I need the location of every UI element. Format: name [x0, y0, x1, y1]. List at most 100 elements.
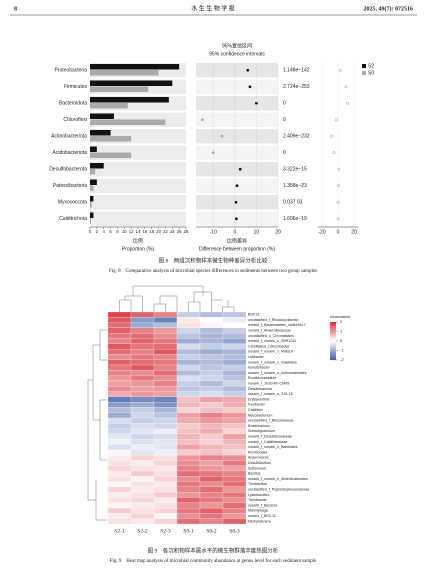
- legend-tick-label: -2: [340, 357, 344, 362]
- bar: [90, 119, 166, 125]
- row-label: BSV13: [248, 313, 259, 317]
- heat-cell: [222, 465, 247, 472]
- x-tick-label: 22: [163, 229, 168, 234]
- heat-cell: [130, 486, 155, 493]
- heat-cell: [199, 492, 224, 498]
- row-label: norank_f_norank_o_SJA-15: [248, 392, 293, 396]
- heat-cell: [107, 317, 132, 323]
- heat-cell: [199, 343, 224, 350]
- p-value: 2.724e−253: [283, 84, 310, 90]
- heat-cell: [176, 338, 201, 344]
- bar: [90, 218, 92, 224]
- colorbar-step: [330, 335, 336, 338]
- heat-cell: [199, 333, 224, 339]
- heat-cell: [153, 508, 178, 514]
- p-value: 0: [283, 117, 286, 123]
- x-tick-label: 20: [156, 229, 161, 234]
- row-label: Desulfosarcina: [248, 387, 272, 391]
- heat-cell: [199, 470, 224, 477]
- heat-cell: [222, 322, 247, 329]
- heat-cell: [176, 417, 201, 424]
- heat-cell: [222, 391, 247, 397]
- heat-cell: [176, 492, 201, 498]
- heat-cell: [107, 439, 132, 445]
- heat-cell: [107, 444, 132, 450]
- bar: [90, 64, 180, 70]
- x-tick-label: 18: [149, 229, 154, 234]
- heat-cell: [130, 396, 155, 403]
- column-label: S2-1: [114, 528, 125, 534]
- heat-cell: [176, 460, 201, 466]
- ci-point: [255, 101, 258, 105]
- colorbar-step: [330, 356, 336, 359]
- heat-cell: [222, 423, 247, 429]
- row-label: Romboutsia: [248, 450, 267, 454]
- diff-point: [336, 200, 340, 204]
- heat-cell: [199, 364, 224, 371]
- heat-cell: [130, 518, 155, 525]
- row-label: unclassified_f_Rhizobiaceae: [248, 419, 294, 423]
- heat-cell: [222, 333, 247, 339]
- row-band: [196, 129, 278, 144]
- row-label: Bacillus: [248, 472, 261, 476]
- heat-cell: [222, 428, 247, 435]
- x-tick-label: 24: [170, 229, 175, 234]
- heat-cell: [130, 502, 155, 509]
- bar: [90, 179, 97, 185]
- heat-cell: [199, 465, 224, 472]
- heat-cell: [176, 428, 201, 435]
- column-label: S0-2: [206, 528, 217, 534]
- ci-x-label: Difference between proportion (%): [199, 246, 275, 252]
- diff-point: [336, 184, 340, 188]
- heat-cell: [107, 370, 132, 376]
- colorbar-step: [330, 358, 336, 361]
- heat-cell: [130, 439, 155, 445]
- heat-cell: [107, 428, 132, 435]
- heat-cell: [176, 359, 201, 366]
- heat-cell: [199, 481, 224, 488]
- heat-cell: [107, 338, 132, 344]
- heat-cell: [130, 455, 155, 461]
- x-tick-label: 20: [275, 229, 281, 235]
- heat-cell: [153, 343, 178, 350]
- colorbar-step: [330, 333, 336, 336]
- heat-cell: [176, 444, 201, 450]
- legend-swatch: [362, 71, 366, 75]
- heat-cell: [199, 396, 224, 403]
- heat-cell: [199, 402, 224, 408]
- colorbar-step: [330, 352, 336, 355]
- heat-cell: [199, 375, 224, 382]
- colorbar-step: [330, 337, 336, 340]
- bar: [90, 103, 128, 109]
- row-label: Caldithrix: [248, 408, 263, 412]
- heat-cell: [199, 508, 224, 514]
- heat-cell: [199, 497, 224, 503]
- heat-cell: [107, 502, 132, 509]
- row-label: Thiobacillus: [248, 482, 267, 486]
- heat-cell: [199, 502, 224, 509]
- heat-cell: [130, 423, 155, 429]
- heat-cell: [176, 502, 201, 509]
- row-label: unclassified_f_Peptostreptococcaceae: [248, 488, 309, 492]
- heat-cell: [153, 433, 178, 440]
- row-label: Mariniphaga: [248, 509, 268, 513]
- heat-cell: [176, 513, 201, 519]
- page-number: 8: [14, 6, 17, 12]
- heat-cell: [222, 417, 247, 424]
- heat-cell: [199, 449, 224, 456]
- diff-point: [337, 167, 341, 171]
- heat-cell: [153, 460, 178, 466]
- heat-cell: [130, 359, 155, 366]
- heat-cell: [107, 343, 132, 350]
- column-label: S0-3: [229, 528, 240, 534]
- x-tick-label: 10: [122, 229, 127, 234]
- heat-cell: [153, 333, 178, 339]
- column-dendrogram: [119, 285, 235, 312]
- row-band: [196, 112, 278, 127]
- heat-cell: [153, 327, 178, 334]
- heat-cell: [199, 476, 224, 482]
- heat-cell: [130, 417, 155, 424]
- heat-cell: [130, 333, 155, 339]
- ci-point: [238, 167, 242, 171]
- heat-cell: [199, 439, 224, 445]
